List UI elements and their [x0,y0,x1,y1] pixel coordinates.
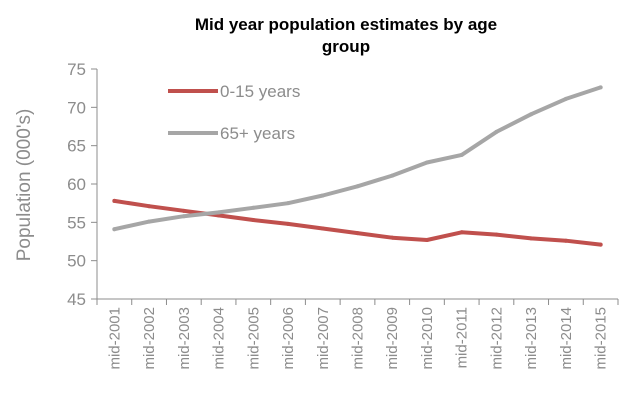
data-point [529,112,534,117]
y-tick-label: 60 [67,175,86,194]
data-point [390,173,395,178]
data-point [355,231,360,236]
y-tick-label: 45 [67,290,86,309]
data-point [320,226,325,231]
legend: 0-15 years 65+ years [168,82,300,143]
x-tick-label: mid-2014 [558,307,575,370]
data-point [181,214,186,219]
data-point [286,221,291,226]
x-tick-label: mid-2005 [245,307,262,370]
data-point [459,152,464,157]
data-point [424,237,429,242]
data-point [563,96,568,101]
legend-label: 65+ years [220,124,295,143]
x-tick-label: mid-2004 [211,307,228,370]
x-tick-label: mid-2010 [419,307,436,370]
data-point [390,235,395,240]
data-point [598,85,603,90]
x-tick-label: mid-2006 [280,307,297,370]
data-point [112,227,117,232]
data-point [529,236,534,241]
series-line-1 [112,85,603,232]
y-tick-label: 75 [67,60,86,79]
x-tick-label: mid-2011 [454,307,471,368]
x-tick-label: mid-2013 [523,307,540,370]
x-tick-label: mid-2008 [350,307,367,370]
x-tick-label: mid-2001 [106,307,123,370]
data-point [251,205,256,210]
data-point [147,204,152,209]
y-tick-label: 50 [67,252,86,271]
data-point [286,201,291,206]
data-point [147,219,152,224]
y-tick-label: 55 [67,213,86,232]
series-line-0 [112,198,603,247]
x-tick-label: mid-2012 [488,307,505,370]
series-layer [112,85,603,247]
data-point [181,208,186,213]
legend-label: 0-15 years [220,82,300,101]
data-point [494,232,499,237]
data-point [216,210,221,215]
data-point [320,193,325,198]
chart-title-line-1: Mid year population estimates by age [195,15,497,34]
data-point [355,184,360,189]
y-tick-label: 70 [67,98,86,117]
data-point [563,238,568,243]
y-tick-label: 65 [67,137,86,156]
data-point [494,129,499,134]
data-point [459,230,464,235]
x-tick-label: mid-2003 [176,307,193,370]
data-point [424,160,429,165]
data-point [251,218,256,223]
x-tick-label: mid-2007 [315,307,332,370]
chart-title-line-2: group [322,37,370,56]
x-tick-label: mid-2002 [141,307,158,370]
x-tick-label: mid-2009 [384,307,401,370]
data-point [598,242,603,247]
data-point [112,198,117,203]
axes: 45 50 55 60 65 70 75 mid-2001 mid-2002 mid-2003 mi… [67,60,619,370]
y-axis-title: Population (000's) [14,109,35,262]
x-tick-label: mid-2015 [593,307,610,370]
